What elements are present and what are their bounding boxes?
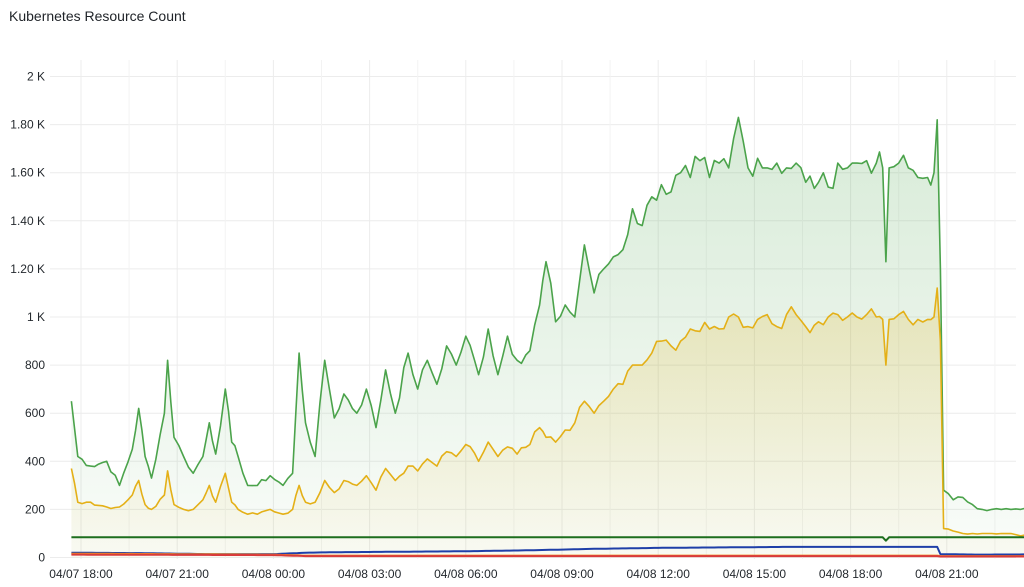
series-line-green bbox=[70, 116, 1024, 512]
y-tick-label: 1 K bbox=[27, 310, 45, 324]
y-tick-label: 600 bbox=[25, 406, 45, 420]
y-tick-label: 1.60 K bbox=[10, 166, 45, 180]
x-tick-label: 04/08 15:00 bbox=[723, 567, 787, 581]
y-tick-label: 1.40 K bbox=[10, 214, 45, 228]
x-tick-label: 04/08 00:00 bbox=[242, 567, 306, 581]
y-tick-label: 2 K bbox=[27, 70, 45, 84]
x-axis: 04/07 18:00 04/07 21:00 04/08 00:00 04/08 0… bbox=[49, 567, 979, 581]
x-tick-label: 04/08 06:00 bbox=[434, 567, 498, 581]
series-darkgreen bbox=[71, 536, 1024, 542]
y-tick-label: 1.80 K bbox=[10, 118, 45, 132]
x-tick-label: 04/08 21:00 bbox=[915, 567, 979, 581]
y-tick-label: 1.20 K bbox=[10, 262, 45, 276]
y-tick-label: 200 bbox=[25, 502, 45, 516]
panel-title: Kubernetes Resource Count bbox=[9, 8, 186, 24]
x-tick-label: 04/07 18:00 bbox=[49, 567, 113, 581]
series-line-red bbox=[71, 553, 1024, 558]
y-tick-label: 0 bbox=[38, 551, 45, 565]
series-line-darkgreen bbox=[71, 536, 1024, 542]
x-tick-label: 04/08 09:00 bbox=[530, 567, 594, 581]
y-tick-label: 400 bbox=[25, 454, 45, 468]
x-tick-label: 04/08 03:00 bbox=[338, 567, 402, 581]
x-tick-label: 04/07 21:00 bbox=[145, 567, 209, 581]
y-axis: 0 200 400 600 800 1 K 1.20 K 1.40 K 1.60 K 1.80 K… bbox=[10, 70, 45, 565]
series-group bbox=[70, 116, 1024, 558]
y-tick-label: 800 bbox=[25, 358, 45, 372]
series-area-yellow bbox=[71, 288, 1024, 558]
series-yellow bbox=[70, 287, 1024, 558]
series-line-yellow bbox=[70, 287, 1024, 537]
x-tick-label: 04/08 12:00 bbox=[626, 567, 690, 581]
series-red bbox=[71, 553, 1024, 558]
x-tick-label: 04/08 18:00 bbox=[819, 567, 883, 581]
